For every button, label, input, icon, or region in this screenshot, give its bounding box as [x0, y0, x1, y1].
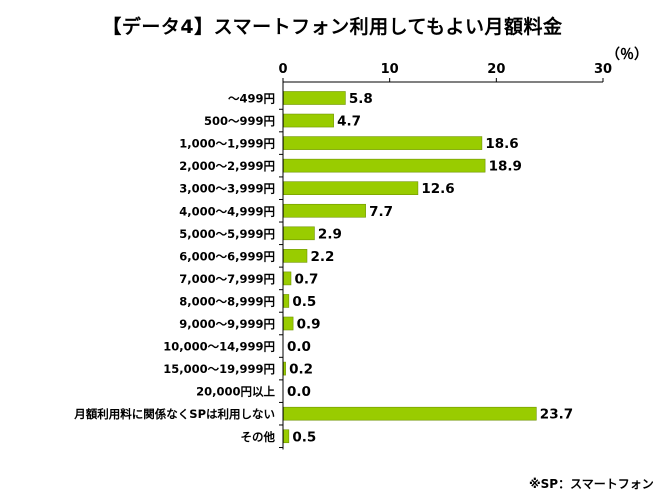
bar	[283, 429, 290, 444]
value-label: 18.6	[485, 136, 518, 152]
bar	[283, 406, 537, 421]
x-tick-label: 10	[381, 62, 399, 77]
bar	[283, 158, 486, 173]
bar	[283, 113, 334, 128]
value-label: 0.2	[289, 362, 313, 378]
value-label: 0.7	[294, 271, 318, 287]
bar	[283, 294, 290, 308]
value-label: 7.7	[369, 204, 393, 220]
category-label: 20,000円以上	[196, 385, 275, 399]
bar	[283, 136, 483, 150]
category-label: 10,000～14,999円	[163, 340, 275, 354]
x-tick-label: 30	[594, 62, 612, 77]
bar	[283, 316, 294, 331]
category-labels: ～499円 500～999円 1,000～1,999円 2,000～2,999円 3,0…	[73, 92, 275, 444]
category-label: その他	[241, 430, 276, 444]
category-label: 2,000～2,999円	[179, 159, 275, 173]
value-label: 0.9	[297, 317, 321, 333]
value-label: 0.5	[292, 429, 316, 445]
category-label: 8,000～8,999円	[179, 294, 275, 308]
category-label: 7,000～7,999円	[179, 272, 275, 286]
value-label: 5.8	[349, 91, 373, 107]
category-label: 1,000～1,999円	[179, 137, 275, 151]
category-label: 月額利用料に関係なくSPは利用しない	[73, 407, 275, 421]
value-labels: 5.8 4.7 18.6 18.9 12.6 7.7 2.9 2.2 0.7 0.5 0.9 0.0 0…	[287, 91, 573, 445]
value-label: 2.9	[318, 226, 342, 242]
x-axis-ticks: 0 10 20 30	[278, 62, 612, 82]
category-label: ～499円	[228, 92, 275, 106]
x-tick-label: 0	[278, 62, 287, 77]
footnote: ※SP：スマートフォン	[529, 477, 654, 491]
unit-label: （％）	[606, 47, 648, 63]
value-label: 23.7	[540, 407, 573, 423]
category-label: 5,000～5,999円	[179, 227, 275, 241]
bar	[283, 271, 292, 286]
x-tick-label: 20	[487, 62, 505, 77]
bar	[283, 91, 346, 105]
bars	[283, 91, 537, 444]
category-label: 9,000～9,999円	[179, 317, 275, 331]
category-label: 500～999円	[204, 114, 275, 128]
bar	[283, 203, 366, 218]
chart-title: 【データ4】スマートフォン利用してもよい月額料金	[102, 16, 563, 38]
axes	[279, 81, 603, 450]
value-label: 4.7	[337, 114, 361, 130]
category-label: 15,000～19,999円	[163, 362, 275, 376]
category-label: 6,000～6,999円	[179, 249, 275, 263]
value-label: 2.2	[310, 249, 334, 265]
value-label: 18.9	[489, 159, 522, 175]
value-label: 0.0	[287, 384, 311, 400]
bar	[283, 249, 308, 263]
bar	[283, 226, 315, 241]
value-label: 12.6	[421, 181, 454, 197]
bar	[283, 181, 419, 195]
category-label: 4,000～4,999円	[179, 204, 275, 218]
category-label: 3,000～3,999円	[179, 182, 275, 196]
bar	[283, 361, 286, 376]
value-label: 0.0	[287, 339, 311, 355]
value-label: 0.5	[292, 294, 316, 310]
